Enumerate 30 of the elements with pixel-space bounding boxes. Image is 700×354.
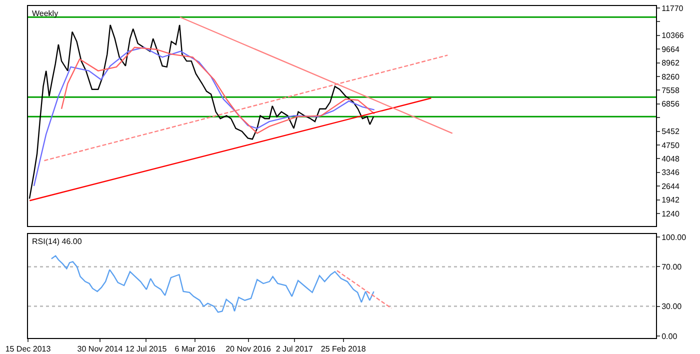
x-tick-label: 30 Nov 2014 <box>77 344 124 354</box>
x-tick-label: 25 Feb 2018 <box>320 344 366 354</box>
x-tick-label: 15 Dec 2013 <box>5 344 52 354</box>
y-tick-label: 11770 <box>662 4 684 13</box>
y-tick-label: 9664 <box>662 44 680 54</box>
chart-title: Weekly <box>32 9 58 18</box>
y-tick-label: 6856 <box>662 100 680 109</box>
y-tick-label: 30.00 <box>662 302 682 312</box>
line-series <box>60 46 375 134</box>
y-tick-label: 0.00 <box>662 332 678 341</box>
y-tick-label: 4048 <box>662 154 680 164</box>
line-series <box>33 46 375 187</box>
y-tick-label: 4750 <box>662 140 680 150</box>
y-tick-label: 5452 <box>662 127 680 136</box>
y-tick-label: 3346 <box>662 168 680 178</box>
y-tick-label: 10366 <box>662 31 684 40</box>
y-tick-label: 1942 <box>662 196 680 205</box>
y-tick-label: 7558 <box>662 86 680 95</box>
y-tick-label: 8260 <box>662 72 680 82</box>
y-tick-label: 70.00 <box>662 262 682 272</box>
y-tick-label: 8962 <box>662 58 680 68</box>
x-tick-label: 6 Mar 2016 <box>174 344 216 354</box>
chart-title: RSI(14) 46.00 <box>32 237 82 246</box>
line-series <box>50 255 374 313</box>
y-tick-label: 100.00 <box>662 232 687 242</box>
x-tick-label: 12 Jul 2015 <box>125 344 168 354</box>
x-tick-label: 2 Jul 2017 <box>276 344 314 354</box>
y-tick-label: 2644 <box>662 182 680 191</box>
y-tick-label: 1240 <box>662 209 680 218</box>
x-tick-label: 20 Nov 2016 <box>226 344 272 354</box>
